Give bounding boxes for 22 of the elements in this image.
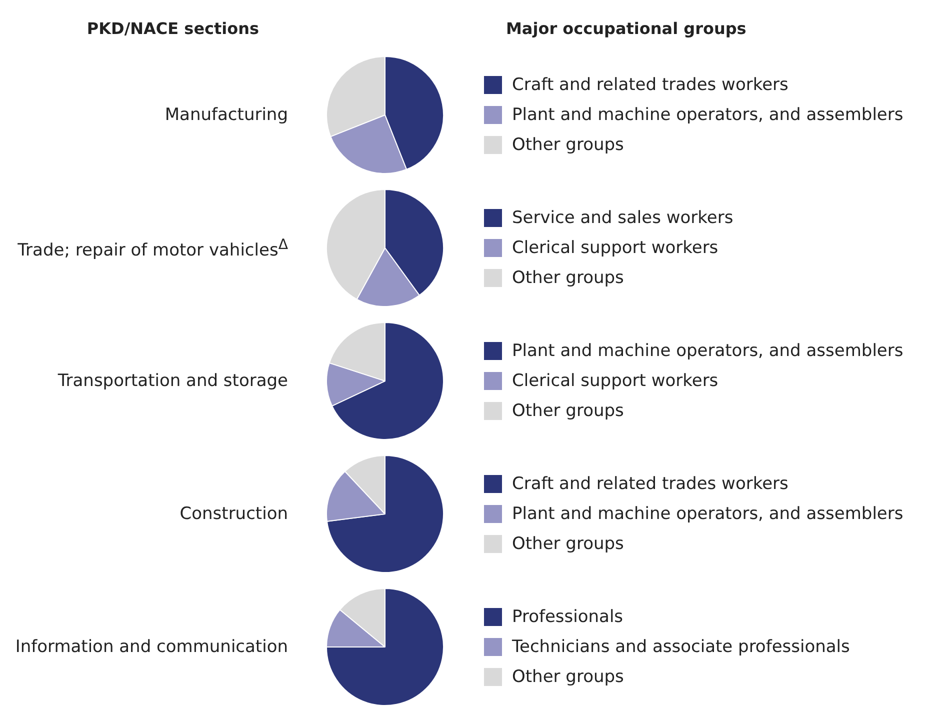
legend-label: Other groups bbox=[512, 268, 624, 288]
legend-label: Clerical support workers bbox=[512, 370, 718, 390]
legend-title: Major occupational groups bbox=[506, 18, 746, 38]
text: Construction bbox=[178, 502, 288, 526]
legend-label: Other groups bbox=[512, 534, 624, 554]
legend-label: Other groups bbox=[512, 134, 624, 154]
text: Transportation and storage bbox=[56, 370, 288, 392]
text: Information and communication bbox=[14, 636, 288, 658]
text: Manufacturing bbox=[164, 104, 288, 126]
text: PKD/NACE sections bbox=[86, 18, 260, 38]
legend-label: Craft and related trades workers bbox=[512, 474, 788, 494]
legend-label: Plant and machine operators, and assemblers bbox=[512, 104, 904, 124]
legend-label: Plant and machine operators, and assemblers bbox=[512, 504, 904, 524]
legend-label: Technicians and associate professionals bbox=[512, 636, 850, 656]
legend-label: Other groups bbox=[512, 400, 624, 420]
legend-label: Service and sales workers bbox=[512, 208, 734, 228]
legend-label: Craft and related trades workers bbox=[512, 74, 788, 94]
text: Trade; repair of motor vahicles$^{Δ}$ bbox=[16, 236, 288, 262]
legend-label: Other groups bbox=[512, 666, 624, 686]
legend-label: Clerical support workers bbox=[512, 238, 718, 258]
legend-label: Professionals bbox=[512, 606, 624, 626]
legend-label: Plant and machine operators, and assemblers bbox=[512, 340, 904, 360]
